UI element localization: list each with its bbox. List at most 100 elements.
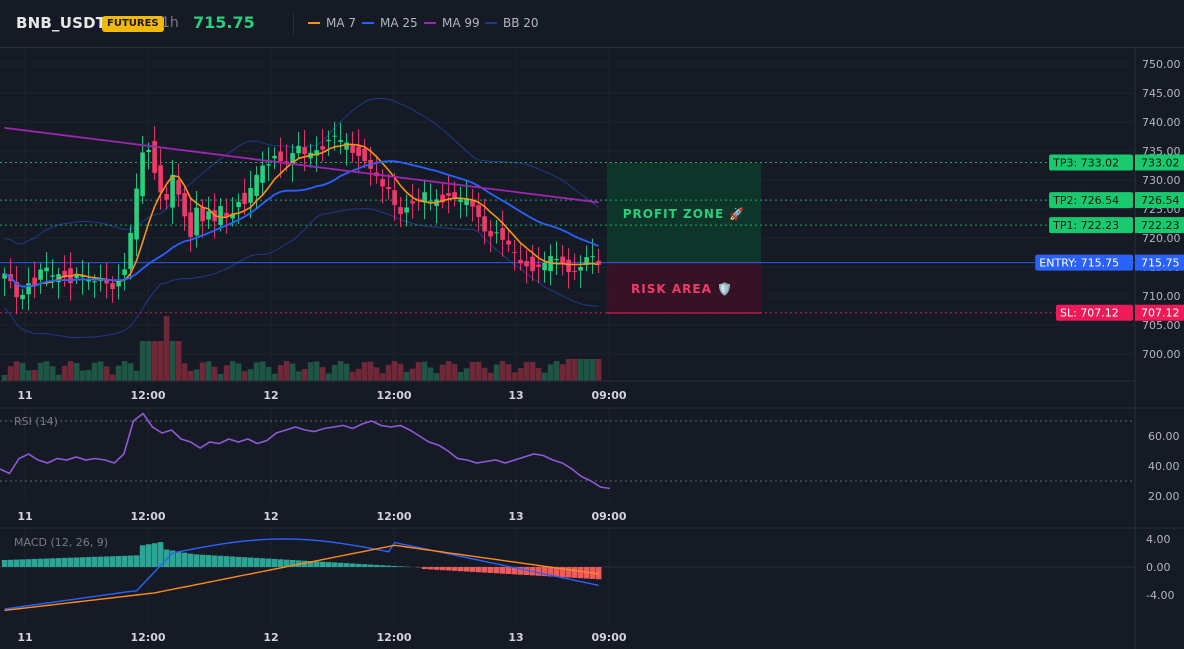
- volume-bar: [391, 361, 398, 381]
- volume-bar: [163, 316, 170, 381]
- ma7-swatch: [308, 22, 320, 24]
- risk-zone-box: [607, 263, 761, 313]
- volume-bar: [349, 371, 356, 381]
- macd-hist-bar: [475, 567, 482, 573]
- macd-hist-bar: [127, 555, 134, 567]
- volume-bar: [253, 362, 260, 381]
- macd-hist-bar: [253, 557, 260, 567]
- legend-ma25[interactable]: MA 25: [362, 16, 418, 30]
- ma25-line: [4, 160, 599, 288]
- candle-body: [44, 267, 49, 272]
- time-tick-label: 12: [263, 510, 278, 523]
- macd-hist-bar: [211, 555, 218, 567]
- volume-bars: [1, 316, 602, 381]
- candle-body: [188, 212, 193, 238]
- candle-body: [476, 205, 481, 217]
- level-tag-sl[interactable]: [1056, 304, 1133, 321]
- rsi-tick-label: 60.00: [1148, 430, 1180, 443]
- candle-body: [590, 256, 595, 258]
- volume-bar: [55, 374, 62, 381]
- macd-tick-label: 0.00: [1146, 561, 1171, 574]
- macd-hist-bar: [265, 558, 272, 567]
- candle-body: [542, 262, 547, 271]
- candle-body: [62, 270, 67, 278]
- signal-line: [4, 544, 599, 612]
- level-tag-tp[interactable]: [1049, 217, 1133, 234]
- volume-bar: [505, 364, 512, 381]
- symbol-name[interactable]: BNB_USDT: [16, 14, 107, 32]
- macd-hist-bar: [277, 559, 284, 567]
- volume-bar: [355, 368, 362, 381]
- rsi-pane: RSI (14): [0, 412, 1135, 490]
- rsi-tick-label: 40.00: [1148, 460, 1180, 473]
- candle-body: [422, 192, 427, 203]
- time-tick-label: 13: [508, 389, 523, 402]
- macd-hist-bar: [595, 567, 602, 580]
- macd-hist-bar: [397, 566, 404, 567]
- candle-body: [572, 270, 577, 272]
- price-tick-label: 740.00: [1142, 116, 1181, 129]
- macd-hist-bar: [361, 564, 368, 567]
- macd-hist-bar: [541, 567, 548, 577]
- macd-hist-bar: [439, 567, 446, 571]
- macd-hist-bar: [139, 545, 146, 567]
- candle-body: [416, 198, 421, 200]
- candle-body: [146, 150, 151, 152]
- volume-bar: [535, 367, 542, 381]
- macd-hist-bar: [427, 567, 434, 570]
- legend-ma7[interactable]: MA 7: [308, 16, 356, 30]
- macd-hist-bar: [535, 567, 542, 576]
- time-tick-label: 12:00: [376, 389, 411, 402]
- candle-body: [440, 194, 445, 203]
- time-tick-label: 09:00: [591, 510, 626, 523]
- level-tag-tp[interactable]: [1049, 154, 1133, 171]
- legend-bb20[interactable]: BB 20: [485, 16, 539, 30]
- volume-bar: [61, 365, 68, 381]
- candle-body: [224, 212, 229, 217]
- axes: 750.00745.00740.00735.00730.00725.00720.…: [0, 48, 1184, 649]
- volume-bar: [193, 369, 200, 381]
- candle-body: [2, 273, 7, 279]
- volume-bar: [367, 361, 374, 381]
- candle-body: [104, 279, 109, 284]
- level-tags[interactable]: TP3: 733.02 733.02 TP2: 726.54 726.54 TP1: 7…: [1035, 154, 1184, 321]
- futures-badge: FUTURES: [102, 16, 164, 32]
- candle-body: [506, 240, 511, 245]
- candle-body: [356, 146, 361, 156]
- candle-body: [20, 294, 25, 300]
- volume-bar: [583, 359, 590, 381]
- candle-body: [194, 207, 199, 236]
- candle-body: [386, 186, 391, 190]
- time-tick-label: 12:00: [130, 510, 165, 523]
- volume-bar: [217, 374, 224, 381]
- candle-body: [398, 207, 403, 215]
- legend-ma99-label: MA 99: [442, 16, 480, 30]
- volume-bar: [283, 361, 290, 381]
- legend-ma99[interactable]: MA 99: [424, 16, 480, 30]
- macd-hist-bar: [61, 557, 68, 567]
- timeframe-label[interactable]: 1h: [161, 15, 179, 31]
- candle-body: [116, 279, 121, 287]
- candle-body: [458, 199, 463, 202]
- volume-bar: [241, 371, 248, 381]
- risk-zone-label: RISK AREA 🛡️: [631, 282, 733, 296]
- candle-body: [404, 207, 409, 213]
- macd-hist-bar: [469, 567, 476, 572]
- level-tag-entry[interactable]: [1035, 254, 1133, 271]
- trade-zones: PROFIT ZONE 🚀 RISK AREA 🛡️: [607, 163, 761, 314]
- candle-body: [272, 155, 277, 159]
- volume-bar: [97, 361, 104, 381]
- ma99-line: [4, 126, 599, 204]
- time-tick-label: 09:00: [591, 389, 626, 402]
- macd-hist-bar: [481, 567, 488, 573]
- volume-bar: [451, 363, 458, 381]
- volume-bar: [73, 363, 80, 381]
- macd-hist-bar: [337, 562, 344, 567]
- volume-bar: [19, 362, 26, 381]
- legend-bb20-label: BB 20: [503, 16, 539, 30]
- legend-ma25-label: MA 25: [380, 16, 418, 30]
- macd-hist-bar: [79, 557, 86, 567]
- candle-body: [500, 228, 505, 240]
- level-tag-tp[interactable]: [1049, 192, 1133, 209]
